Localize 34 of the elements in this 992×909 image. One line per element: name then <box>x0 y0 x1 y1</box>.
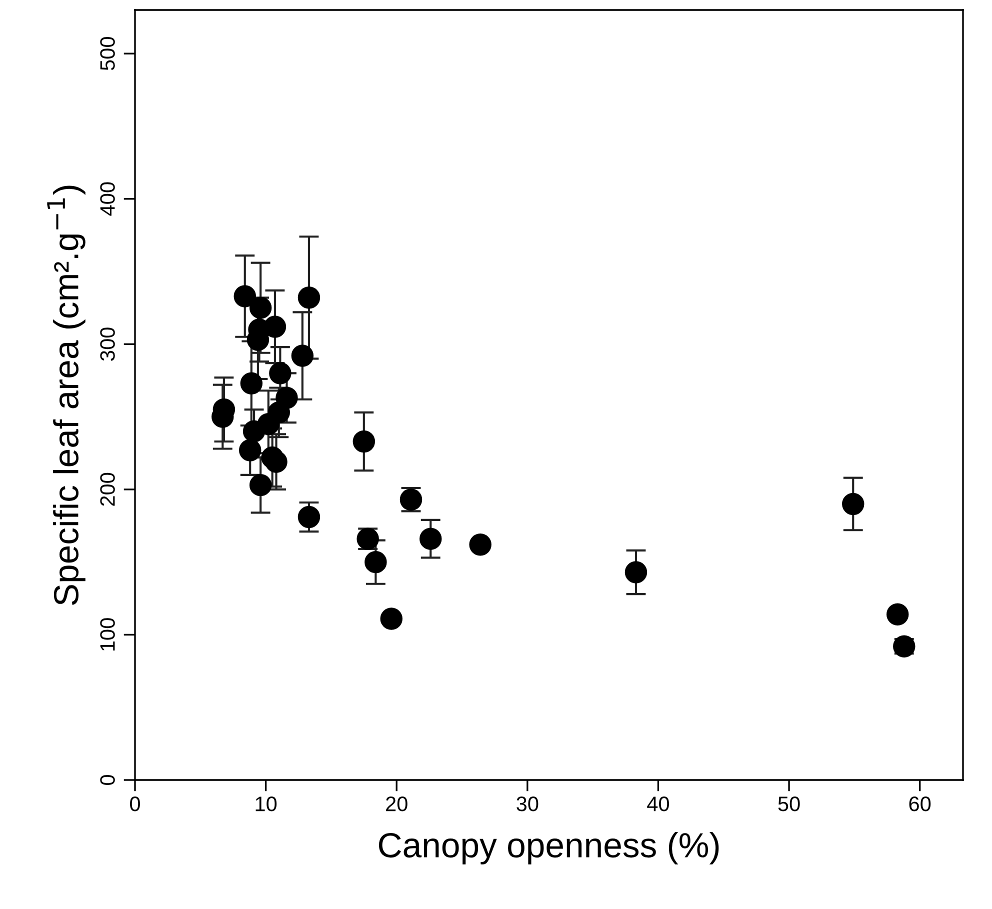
point <box>352 430 376 453</box>
point <box>264 316 286 338</box>
x-tick-label: 20 <box>386 796 408 812</box>
x-tick-label: 0 <box>130 796 140 812</box>
y-tick-label: 0 <box>100 775 115 785</box>
x-tick-label: 60 <box>909 796 931 812</box>
x-tick-label: 30 <box>516 796 538 812</box>
x-tick-label: 50 <box>778 796 800 812</box>
point <box>364 550 387 574</box>
y-tick-label: 200 <box>100 472 115 506</box>
point <box>420 528 442 550</box>
point <box>291 344 314 367</box>
point <box>276 386 298 410</box>
x-axis-title: Canopy openness (%) <box>378 832 719 864</box>
point <box>240 372 263 394</box>
y-tick-label: 400 <box>100 182 115 216</box>
point <box>298 506 320 528</box>
point <box>842 492 864 516</box>
point <box>469 534 492 556</box>
point <box>249 474 272 496</box>
point <box>298 286 320 309</box>
x-tick-label: 10 <box>256 796 277 812</box>
point <box>234 285 256 308</box>
point <box>269 362 292 384</box>
y-tick-label: 300 <box>100 328 115 361</box>
x-tick-label: 40 <box>647 796 669 812</box>
y-tick-label: 500 <box>100 37 115 70</box>
y-axis-title: Specific leaf area (cm².g$^{−1}$) <box>47 186 86 606</box>
point <box>624 561 648 584</box>
point <box>249 296 272 319</box>
point <box>886 603 909 626</box>
point <box>380 608 402 630</box>
y-tick-label: 100 <box>100 618 115 651</box>
point <box>238 439 262 462</box>
